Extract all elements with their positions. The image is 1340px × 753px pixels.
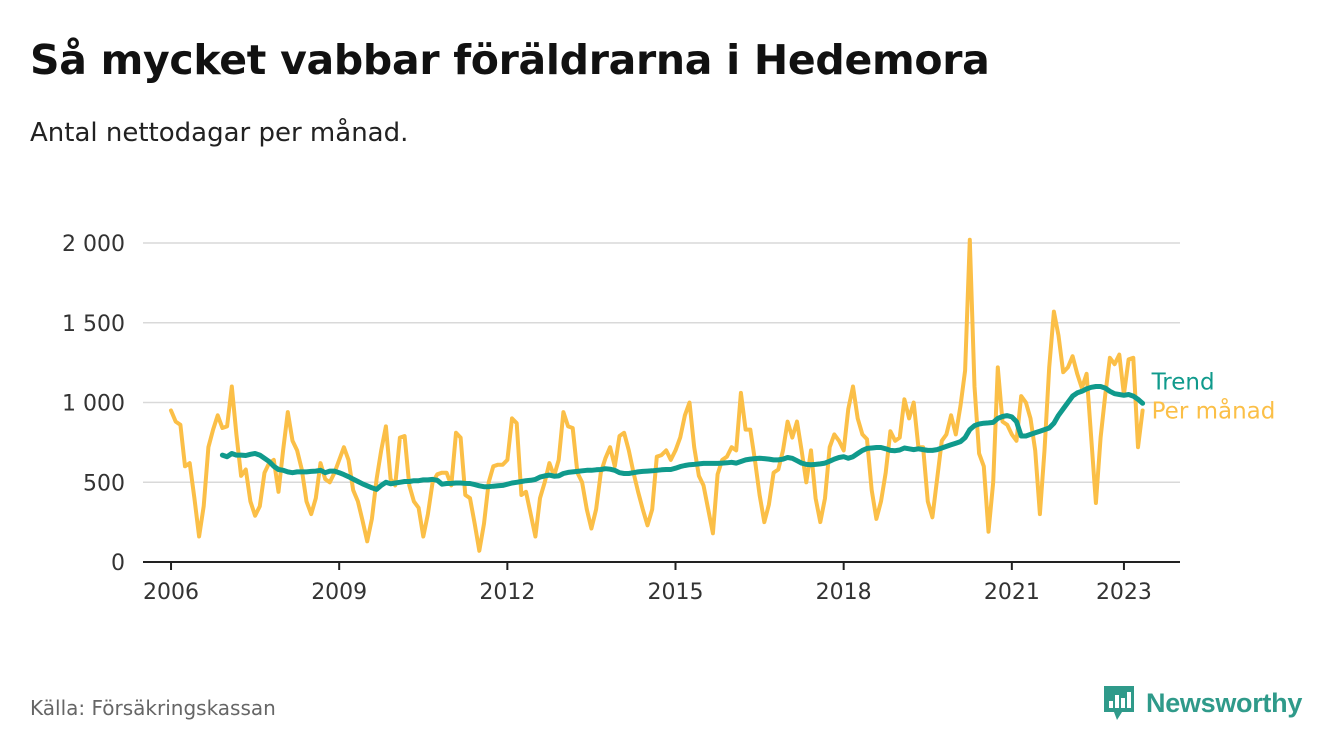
chart-title: Så mycket vabbar föräldrarna i Hedemora [30, 36, 990, 84]
x-tick-label: 2021 [984, 580, 1040, 605]
x-tick-label: 2006 [143, 580, 199, 605]
y-tick-label: 500 [83, 471, 125, 496]
y-tick-label: 2 000 [62, 232, 125, 257]
monthly-label: Per månad [1152, 396, 1276, 424]
newsworthy-logo-icon [1104, 686, 1134, 720]
x-tick-label: 2018 [816, 580, 872, 605]
x-tick-label: 2015 [648, 580, 704, 605]
y-axis-tick-labels: 0 500 1 000 1 500 2 000 [62, 232, 125, 576]
grid-lines [143, 242, 1180, 483]
trend-label: Trend [1151, 369, 1215, 395]
trend-line [219, 384, 1146, 492]
x-tick-label: 2012 [479, 580, 535, 605]
y-tick-label: 1 500 [62, 312, 125, 337]
y-tick-label: 0 [111, 551, 125, 576]
brand-logo: Newsworthy [1102, 684, 1302, 722]
source-note: Källa: Försäkringskassan [30, 696, 276, 720]
chart-subtitle: Antal nettodagar per månad. [30, 118, 409, 148]
y-tick-label: 1 000 [62, 392, 125, 417]
series-lines [169, 237, 1146, 553]
x-axis: 2006 2009 2012 2015 2018 2021 2023 [143, 561, 1180, 605]
x-tick-label: 2023 [1096, 580, 1152, 605]
brand-name: Newsworthy [1146, 687, 1303, 718]
x-tick-label: 2009 [311, 580, 367, 605]
monthly-line [169, 237, 1145, 553]
